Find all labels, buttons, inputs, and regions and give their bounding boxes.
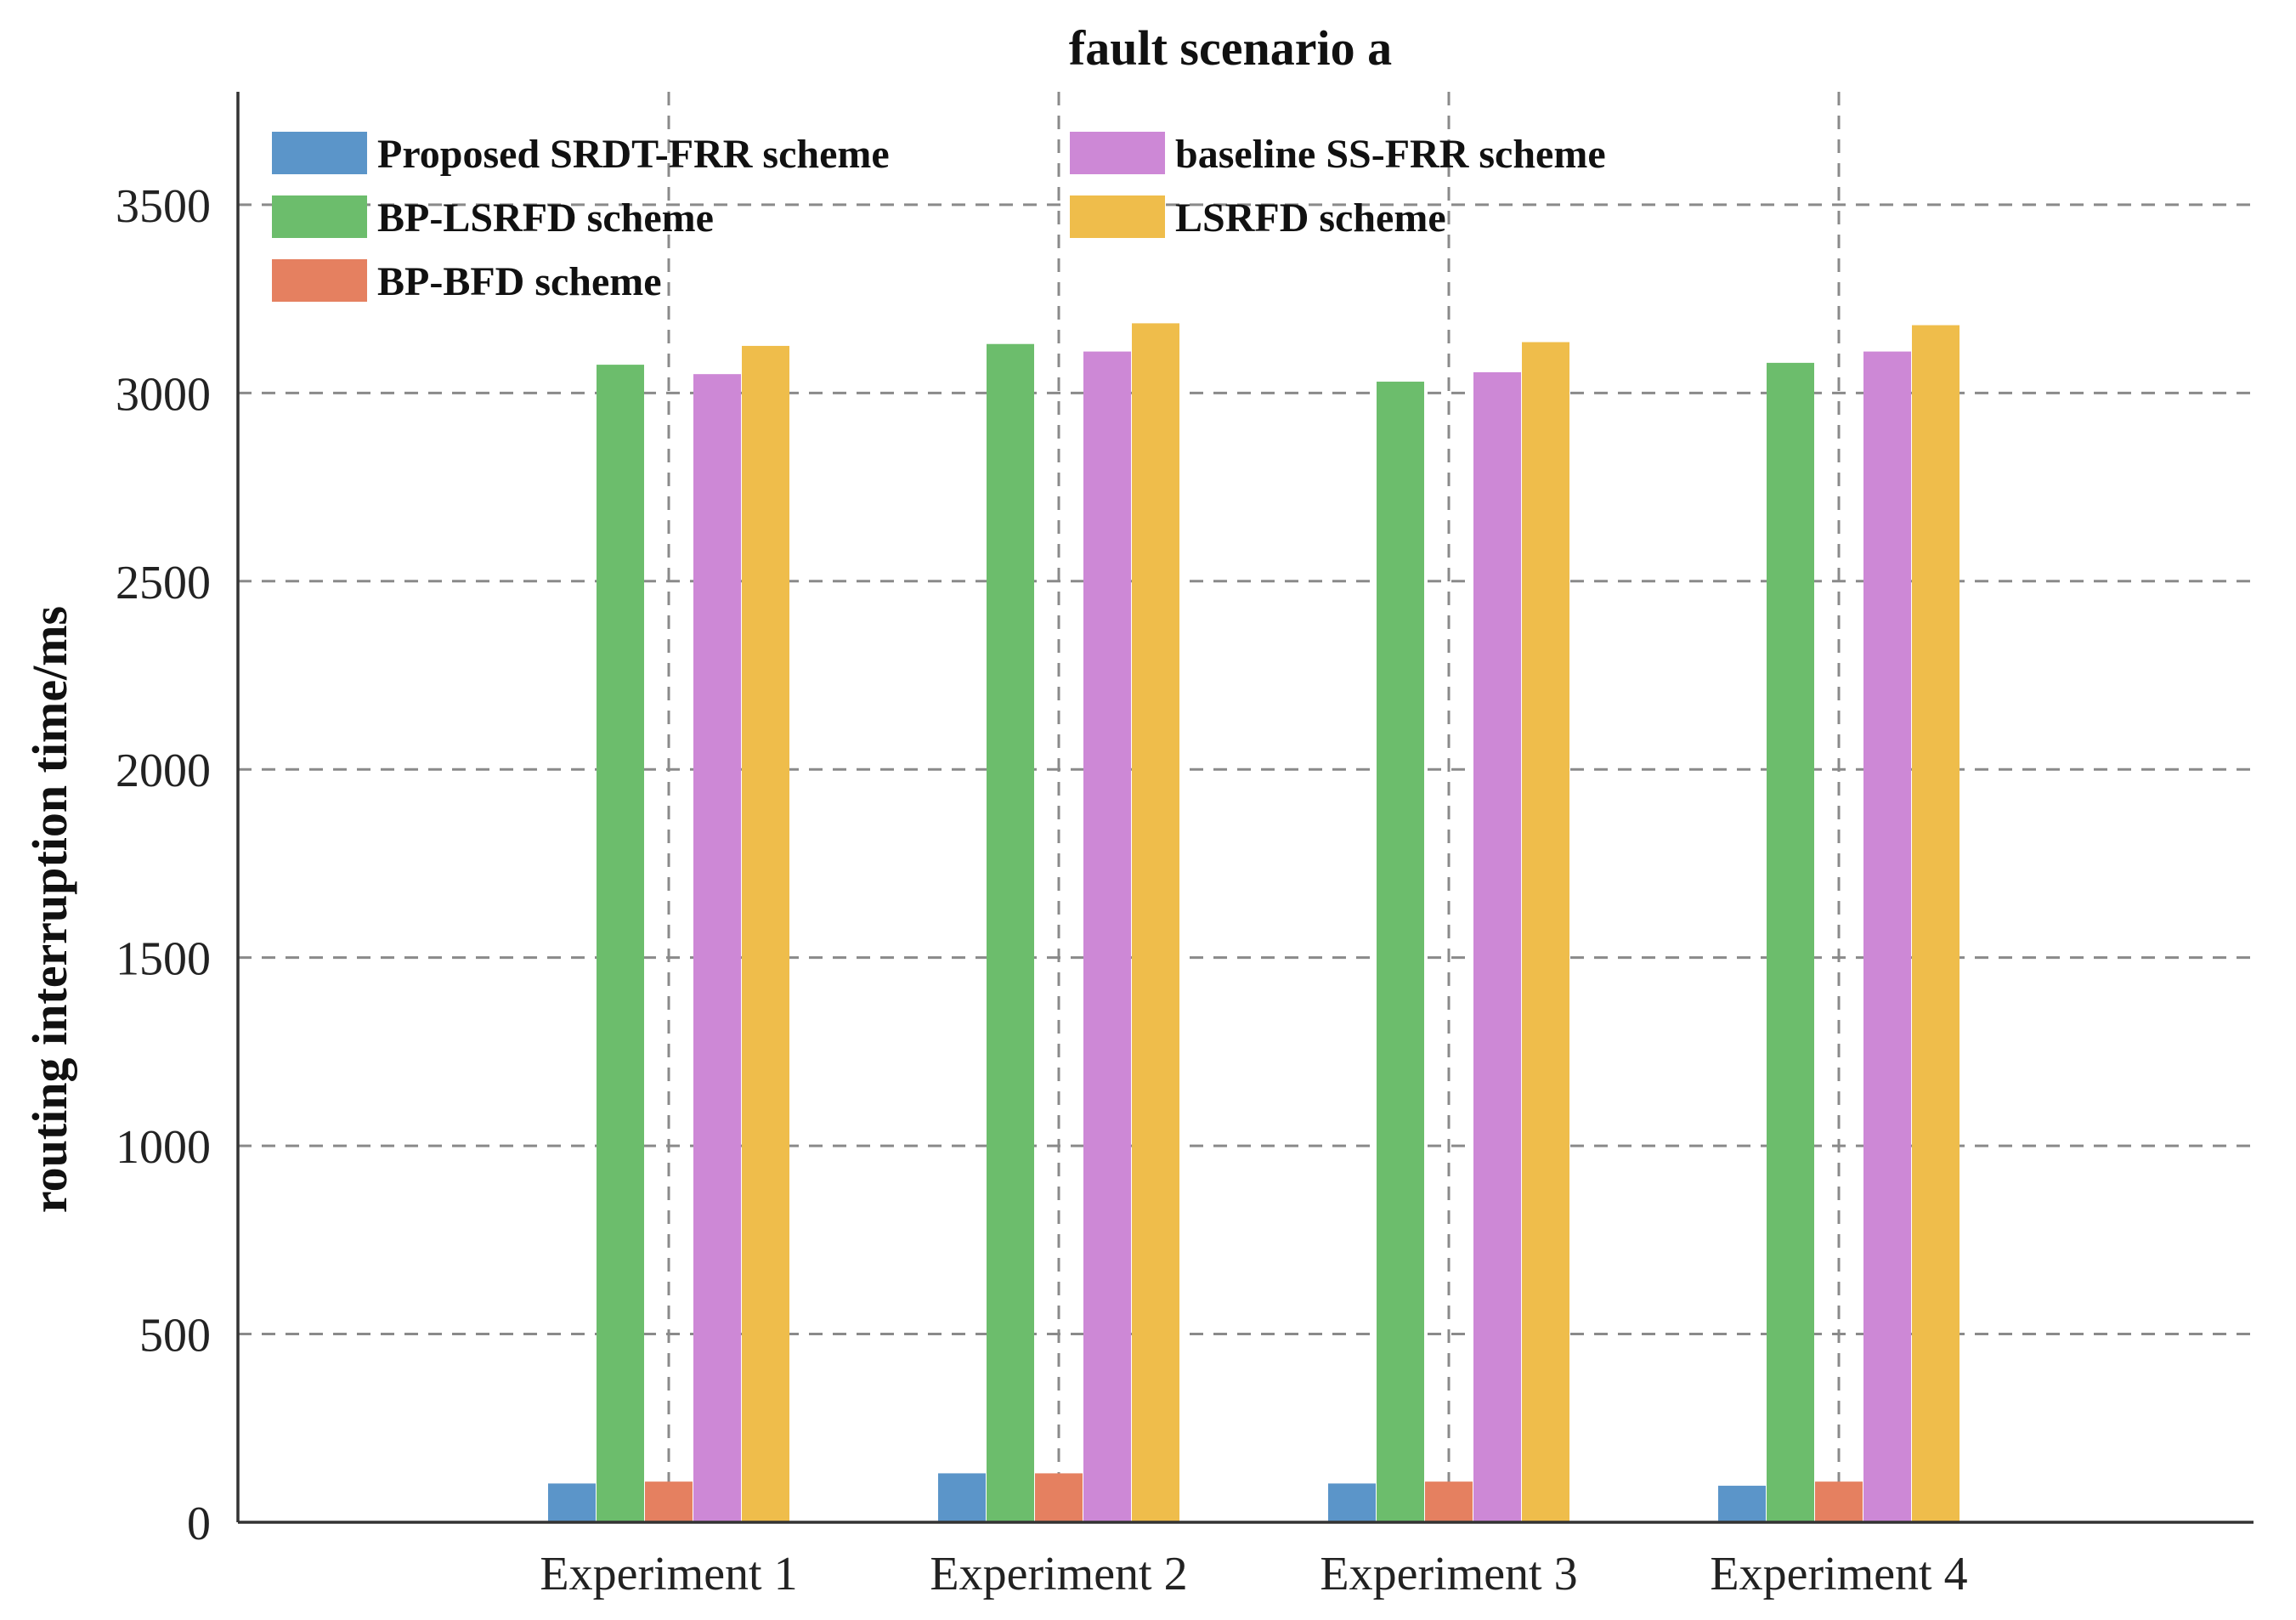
- bars: [548, 323, 1960, 1523]
- y-tick-label: 500: [139, 1310, 211, 1362]
- x-tick-label: Experiment 2: [930, 1548, 1187, 1600]
- bar: [1377, 382, 1424, 1523]
- legend-swatch: [1070, 195, 1165, 238]
- y-tick-label: 3500: [116, 180, 211, 233]
- legend-label: BP-BFD scheme: [377, 259, 662, 304]
- legend-label: baseline SS-FRR scheme: [1175, 132, 1606, 177]
- bar: [987, 343, 1034, 1522]
- y-tick-labels: 0 500 1000 1500 2000 2500 3000 3500: [116, 180, 211, 1550]
- bar: [1035, 1473, 1083, 1522]
- x-tick-label: Experiment 1: [540, 1548, 797, 1600]
- bar: [645, 1481, 693, 1522]
- y-tick-label: 2000: [116, 745, 211, 797]
- bar: [548, 1483, 596, 1522]
- bar: [1473, 371, 1521, 1523]
- bar: [1425, 1481, 1473, 1522]
- legend: Proposed SRDT-FRR scheme BP-LSRFD scheme B…: [272, 132, 1606, 304]
- bar: [742, 345, 789, 1522]
- y-tick-label: 0: [187, 1498, 211, 1550]
- grid-lines: [238, 92, 2254, 1522]
- x-tick-label: Experiment 3: [1320, 1548, 1577, 1600]
- chart-title: fault scenario a: [1069, 20, 1392, 76]
- legend-swatch: [272, 132, 367, 174]
- y-axis-label: routing interruption time/ms: [22, 606, 77, 1213]
- bar: [693, 374, 741, 1523]
- legend-label: LSRFD scheme: [1175, 195, 1446, 241]
- x-tick-label: Experiment 4: [1710, 1548, 1967, 1600]
- y-tick-label: 1500: [116, 933, 211, 986]
- axes: [236, 92, 2254, 1524]
- legend-label: Proposed SRDT-FRR scheme: [377, 132, 890, 177]
- legend-label: BP-LSRFD scheme: [377, 195, 714, 241]
- bar: [1815, 1481, 1863, 1522]
- bar: [1522, 342, 1569, 1522]
- bar: [1863, 351, 1911, 1522]
- bar: [1718, 1486, 1766, 1522]
- x-tick-labels: Experiment 1 Experiment 2 Experiment 3 Expe…: [540, 1548, 1967, 1600]
- bar: [1912, 325, 1960, 1522]
- bar: [597, 365, 644, 1523]
- bar: [938, 1473, 986, 1522]
- y-tick-label: 2500: [116, 557, 211, 609]
- legend-swatch: [272, 195, 367, 238]
- bar: [1132, 323, 1179, 1522]
- y-tick-label: 1000: [116, 1121, 211, 1174]
- y-tick-label: 3000: [116, 368, 211, 421]
- bar: [1767, 362, 1814, 1522]
- bar: [1328, 1483, 1376, 1522]
- legend-swatch: [272, 259, 367, 302]
- legend-swatch: [1070, 132, 1165, 174]
- bar: [1083, 351, 1131, 1522]
